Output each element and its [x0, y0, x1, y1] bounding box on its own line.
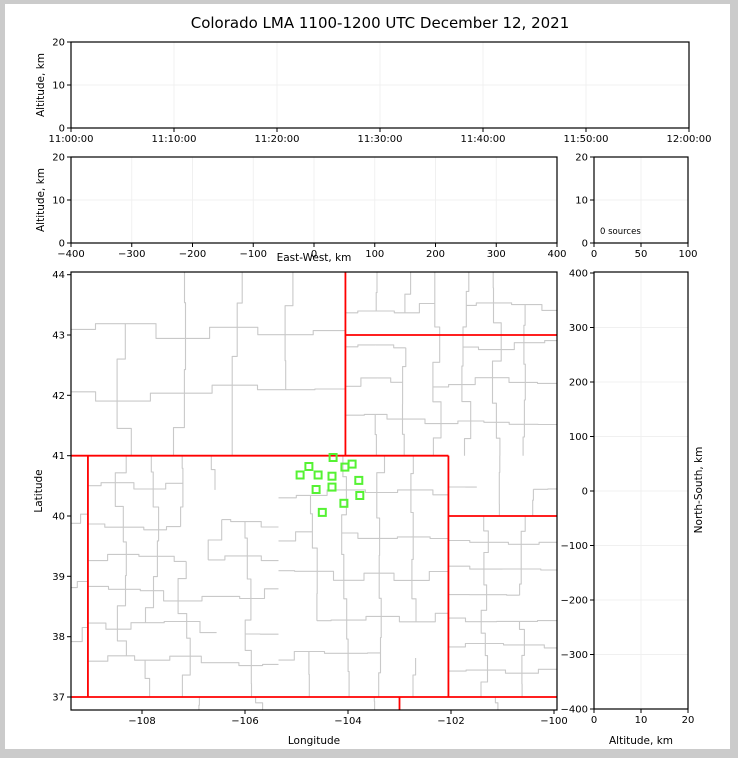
- county-line: [71, 272, 557, 710]
- x-tick-label: 50: [635, 249, 648, 260]
- y-tick-label: 20: [52, 38, 65, 49]
- station-marker: [339, 498, 349, 508]
- station-marker: [355, 491, 365, 500]
- station-marker: [328, 453, 338, 462]
- y-tick-label: 38: [52, 632, 65, 643]
- y-tick-label: 44: [52, 270, 65, 281]
- y-tick-label: −200: [561, 596, 588, 607]
- y-tick-label: 0: [59, 124, 65, 135]
- y-tick-label: 37: [52, 693, 65, 704]
- x-tick-label: −102: [437, 716, 464, 727]
- station-marker: [295, 470, 305, 480]
- y-tick-label: 10: [52, 81, 65, 92]
- ns-height-xlabel: Altitude, km: [609, 735, 673, 747]
- y-tick-label: 0: [582, 487, 588, 498]
- y-tick-label: 10: [52, 196, 65, 207]
- county-boundaries: [71, 272, 557, 710]
- station-marker: [347, 459, 357, 469]
- time-height-ylabel: Altitude, km: [35, 53, 47, 117]
- x-tick-label: −104: [334, 716, 361, 727]
- x-tick-label: 0: [591, 715, 597, 726]
- station-marker: [313, 470, 323, 480]
- station-marker: [311, 485, 321, 494]
- x-tick-label: −200: [179, 249, 206, 260]
- station-marker: [354, 475, 364, 485]
- station-marker: [327, 471, 337, 481]
- y-tick-label: 300: [569, 323, 588, 334]
- y-tick-label: −400: [561, 705, 588, 716]
- y-tick-label: −300: [561, 650, 588, 661]
- x-tick-label: −100: [240, 249, 267, 260]
- ns-height-ylabel: North-South, km: [693, 447, 705, 534]
- x-tick-label: 11:20:00: [255, 134, 300, 145]
- y-tick-label: −100: [561, 541, 588, 552]
- x-tick-label: −300: [118, 249, 145, 260]
- figure-title: Colorado LMA 1100-1200 UTC December 12, …: [191, 14, 570, 32]
- source-count-annotation: 0 sources: [600, 227, 641, 237]
- y-tick-label: 41: [52, 451, 65, 462]
- y-tick-label: 20: [575, 153, 588, 164]
- x-tick-label: 0: [311, 249, 317, 260]
- map-ylabel: Latitude: [33, 469, 45, 512]
- y-tick-label: 200: [569, 378, 588, 389]
- station-marker: [327, 482, 337, 492]
- y-tick-label: 0: [582, 239, 588, 250]
- y-tick-label: 0: [59, 239, 65, 250]
- ns-height-panel: 0 10 20 400 300 200 100 0 −100 −200 −300 −400: [561, 269, 695, 727]
- x-tick-label: 11:00:00: [49, 134, 94, 145]
- map-panel-frame: [70, 271, 558, 711]
- x-tick-label: 12:00:00: [667, 134, 712, 145]
- map-layers: [71, 272, 557, 710]
- y-tick-label: 43: [52, 331, 65, 342]
- x-tick-label: 0: [591, 249, 597, 260]
- x-tick-label: 400: [547, 249, 566, 260]
- y-tick-label: 100: [569, 432, 588, 443]
- x-tick-label: 100: [678, 249, 697, 260]
- x-tick-label: 10: [635, 715, 648, 726]
- lma-stations: [295, 453, 365, 517]
- x-tick-label: 11:40:00: [461, 134, 506, 145]
- x-tick-label: 300: [487, 249, 506, 260]
- y-tick-label: 42: [52, 391, 65, 402]
- time-height-panel: 11:00:00 11:10:00 11:20:00 11:30:00 11:40:00…: [49, 38, 712, 146]
- y-tick-label: 40: [52, 512, 65, 523]
- station-marker: [304, 462, 314, 471]
- y-tick-label: 20: [52, 153, 65, 164]
- y-tick-label: 39: [52, 572, 65, 583]
- x-tick-label: 20: [682, 715, 695, 726]
- station-marker: [317, 507, 327, 517]
- ew-height-panel: −400 −300 −200 −100 0 100 200 300 400 0 10 20: [52, 153, 566, 261]
- x-tick-label: −100: [540, 716, 567, 727]
- map-xlabel: Longitude: [288, 735, 340, 747]
- histogram-panel: 0 50 100 0 10 20: [575, 153, 697, 261]
- x-tick-label: 11:30:00: [358, 134, 403, 145]
- figure-canvas: [5, 4, 730, 749]
- x-tick-label: −108: [128, 716, 155, 727]
- map-panel: −108 −106 −104 −102 −100 37 38 39 40 41 42 43 44: [52, 270, 567, 727]
- state-borders: [71, 272, 557, 710]
- y-tick-label: 10: [575, 196, 588, 207]
- x-tick-label: 11:50:00: [564, 134, 609, 145]
- ew-height-xlabel: East-West, km: [277, 252, 352, 264]
- x-tick-label: 11:10:00: [152, 134, 197, 145]
- x-tick-label: 200: [426, 249, 445, 260]
- ew-height-ylabel: Altitude, km: [35, 168, 47, 232]
- y-tick-label: 400: [569, 269, 588, 280]
- x-tick-label: 100: [365, 249, 384, 260]
- x-tick-label: −400: [57, 249, 84, 260]
- x-tick-label: −106: [231, 716, 258, 727]
